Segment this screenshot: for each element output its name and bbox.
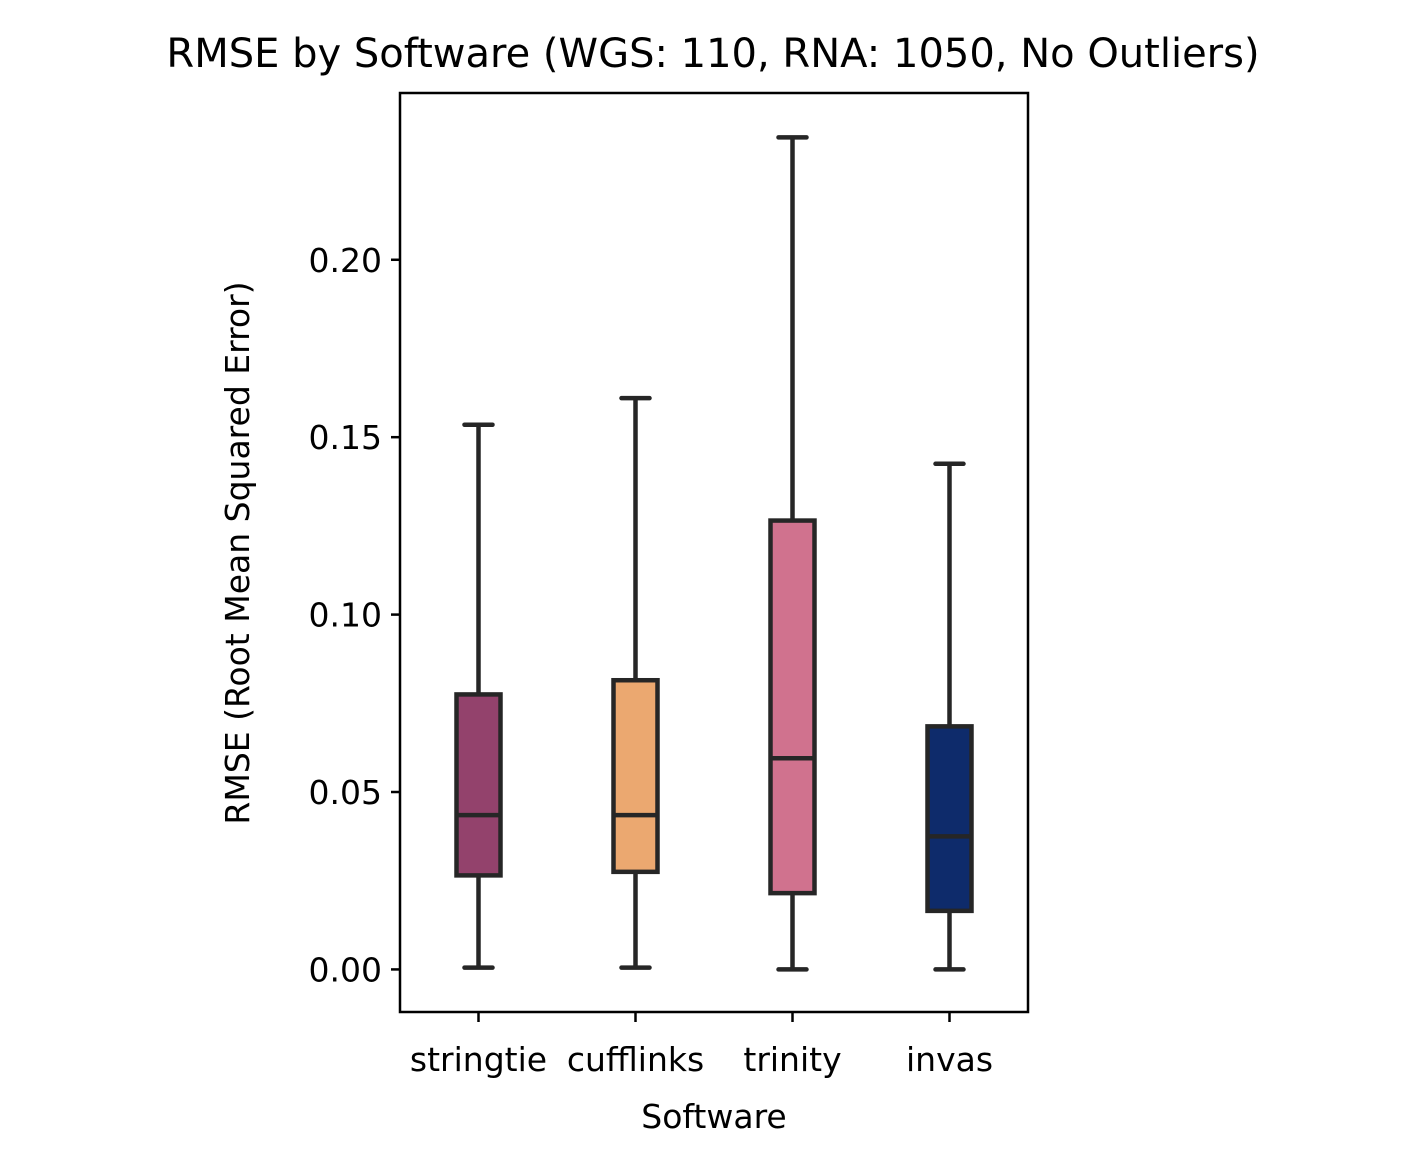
x-tick-label-trinity: trinity xyxy=(743,1040,841,1079)
box-cufflinks xyxy=(611,395,660,970)
iqr-box xyxy=(454,692,503,878)
x-tick-label-cufflinks: cufflinks xyxy=(567,1040,704,1079)
y-tick-label: 0.20 xyxy=(309,241,382,280)
y-axis: 0.00 0.05 0.10 0.15 0.20 xyxy=(309,241,400,989)
iqr-box xyxy=(768,518,817,896)
box-trinity xyxy=(768,135,817,972)
x-axis-label: Software xyxy=(641,1097,786,1136)
y-tick-label: 0.05 xyxy=(309,773,382,812)
x-tick-label-stringtie: stringtie xyxy=(410,1040,547,1079)
x-axis: stringtie cufflinks trinity invas xyxy=(410,1012,993,1079)
plot-frame xyxy=(398,91,1030,1014)
chart-title: RMSE by Software (WGS: 110, RNA: 1050, N… xyxy=(166,31,1259,77)
y-tick-label: 0.00 xyxy=(309,950,382,989)
y-axis-label: RMSE (Root Mean Squared Error) xyxy=(218,281,257,824)
box-invas xyxy=(925,461,974,972)
iqr-box xyxy=(611,677,660,875)
y-tick-label: 0.15 xyxy=(309,418,382,457)
iqr-box xyxy=(925,724,974,914)
y-tick-label: 0.10 xyxy=(309,596,382,635)
box-stringtie xyxy=(454,422,503,970)
x-tick-label-invas: invas xyxy=(906,1040,993,1079)
plot-area xyxy=(454,135,974,972)
